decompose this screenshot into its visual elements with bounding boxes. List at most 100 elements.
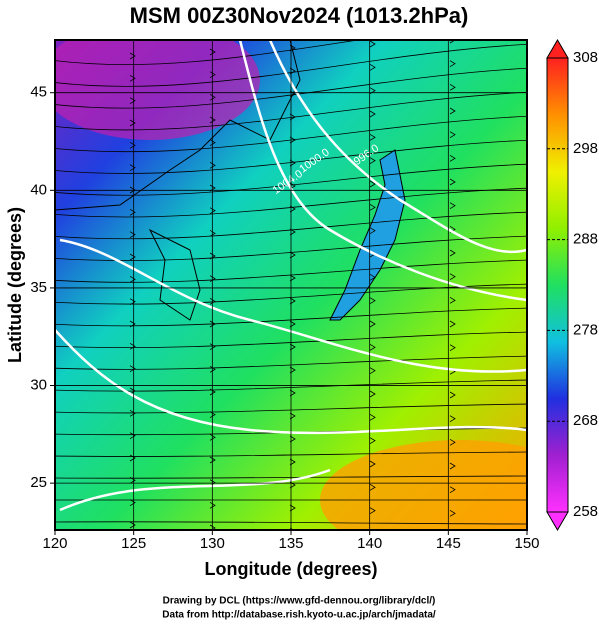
stream-arrow [209, 161, 216, 169]
stream-arrow [209, 252, 216, 260]
stream-arrow [289, 90, 296, 98]
colorbar-tick-label: 278 [573, 321, 598, 338]
stream-arrow [129, 320, 136, 328]
y-tick-label: 25 [30, 474, 47, 491]
chart-title: MSM 00Z30Nov2024 (1013.2hPa) [130, 3, 469, 28]
stream-arrow [209, 388, 216, 396]
stream-arrow [369, 390, 376, 398]
stream-arrow [289, 159, 296, 167]
stream-arrow [129, 365, 136, 373]
stream-arrow [209, 365, 216, 373]
streamline [55, 331, 527, 349]
streamline [55, 139, 527, 174]
colorbar-max-triangle [546, 39, 569, 59]
streamline [55, 67, 527, 109]
stream-arrow [129, 231, 136, 239]
stream-arrow [289, 343, 296, 351]
stream-arrow [289, 44, 296, 52]
stream-arrow [369, 507, 376, 515]
stream-arrow [289, 251, 296, 259]
x-tick-label: 145 [436, 535, 461, 552]
colorbar [546, 57, 569, 513]
stream-arrow [289, 412, 296, 420]
stream-arrow [209, 433, 216, 441]
stream-arrow [209, 479, 216, 487]
colorbar-tick-label: 268 [573, 412, 598, 429]
x-tick-label: 130 [200, 535, 225, 552]
stream-arrow [289, 458, 296, 466]
colorbar-tick-label: 308 [573, 49, 598, 66]
colorbar-tick-label: 288 [573, 231, 598, 248]
stream-arrow [129, 387, 136, 395]
stream-arrow [129, 298, 136, 306]
stream-arrow [289, 435, 296, 443]
streamlines [55, 40, 527, 530]
stream-arrow [369, 110, 376, 118]
x-tick-label: 125 [121, 535, 146, 552]
streamline [55, 211, 527, 240]
streamline [55, 235, 527, 261]
stream-arrow [129, 409, 136, 417]
stream-arrow [369, 297, 376, 305]
stream-arrow [449, 438, 456, 446]
streamline [55, 451, 527, 457]
stream-arrow [129, 208, 136, 216]
stream-arrow [369, 320, 376, 328]
stream-arrow [449, 154, 456, 162]
stream-arrow [449, 131, 456, 139]
stream-arrow [449, 273, 456, 281]
y-tick-label: 35 [30, 279, 47, 296]
stream-arrow [129, 119, 136, 127]
x-axis-label: Longitude (degrees) [204, 559, 377, 579]
stream-arrow [129, 253, 136, 261]
stream-arrow [369, 63, 376, 71]
footer-text: Data from http://database.rish.kyoto-u.a… [162, 610, 436, 621]
stream-arrow [369, 343, 376, 351]
streamline [55, 403, 527, 414]
stream-arrow [369, 133, 376, 141]
stream-arrow [369, 460, 376, 468]
stream-arrow [369, 483, 376, 491]
stream-arrow [289, 113, 296, 121]
stream-arrow [209, 275, 216, 283]
stream-arrow [449, 202, 456, 210]
y-tick-label: 40 [30, 181, 47, 198]
x-tick-label: 120 [42, 535, 67, 552]
stream-arrow [209, 456, 216, 464]
stream-arrow [369, 437, 376, 445]
stream-arrow [209, 71, 216, 79]
y-tick-label: 30 [30, 377, 47, 394]
colorbar-min-triangle [546, 511, 569, 531]
stream-arrow [289, 389, 296, 397]
stream-arrow [449, 462, 456, 470]
stream-arrow [449, 249, 456, 257]
stream-arrow [129, 342, 136, 350]
stream-arrow [209, 411, 216, 419]
stream-arrow [129, 141, 136, 149]
land-japan [329, 149, 406, 321]
stream-arrow [209, 139, 216, 147]
colorbar-tick-label: 298 [573, 140, 598, 157]
streamline [55, 115, 527, 153]
footer-text: Drawing by DCL (https://www.gfd-dennou.o… [163, 596, 436, 607]
streamline [55, 40, 361, 66]
x-tick-label: 140 [357, 535, 382, 552]
colorbar-tick-label: 258 [573, 503, 598, 520]
stream-arrow [289, 205, 296, 213]
stream-arrow [209, 343, 216, 351]
stream-arrow [369, 40, 376, 48]
stream-arrow [449, 296, 456, 304]
streamline [55, 307, 527, 327]
streamline [55, 91, 527, 131]
streamline [55, 475, 527, 479]
stream-arrow [209, 501, 216, 509]
stream-arrow [449, 107, 456, 115]
stream-arrow [449, 178, 456, 186]
stream-arrow [369, 367, 376, 375]
stream-arrow [369, 227, 376, 235]
streamline [55, 43, 527, 87]
stream-arrow [369, 203, 376, 211]
stream-arrow [129, 521, 136, 529]
stream-arrow [209, 93, 216, 101]
stream-arrow [129, 164, 136, 172]
